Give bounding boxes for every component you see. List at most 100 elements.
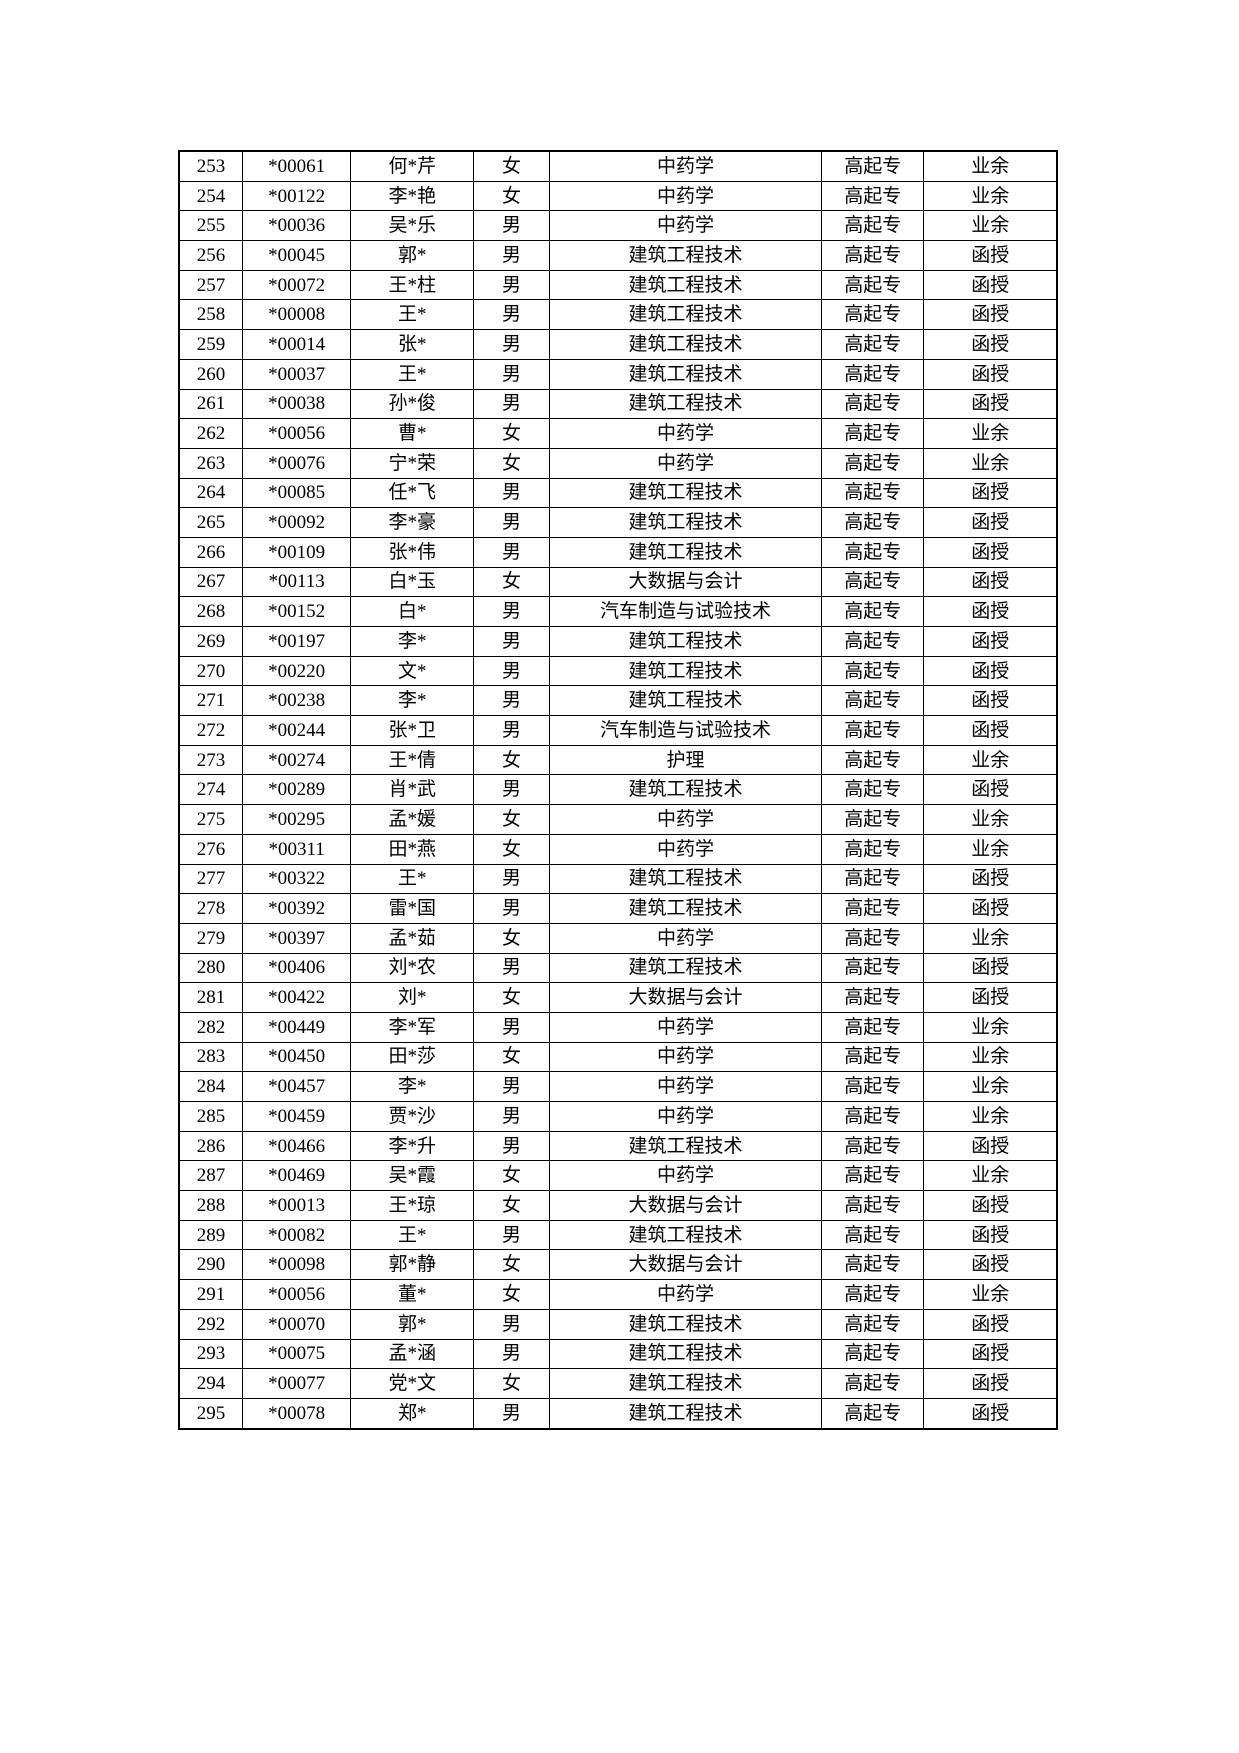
cell-major: 建筑工程技术 <box>548 1308 823 1340</box>
cell-education-level: 高起专 <box>821 952 925 984</box>
cell-education-level: 高起专 <box>821 1279 925 1310</box>
cell-serial-number: 261 <box>178 388 243 420</box>
cell-gender: 男 <box>473 655 550 687</box>
cell-education-level: 高起专 <box>821 507 925 538</box>
cell-candidate-id: *00109 <box>241 536 352 568</box>
cell-gender: 女 <box>473 180 550 212</box>
table-row: 294 *00077 党*文女建筑工程技术 高起专 函授 <box>178 1368 1058 1399</box>
cell-study-form: 函授 <box>923 1249 1058 1281</box>
cell-education-level: 高起专 <box>821 150 925 182</box>
cell-serial-number: 287 <box>178 1160 243 1192</box>
cell-education-level: 高起专 <box>821 180 925 212</box>
cell-serial-number: 254 <box>178 180 243 212</box>
cell-student-name: 王* <box>350 1219 475 1251</box>
cell-candidate-id: *00098 <box>241 1249 352 1281</box>
cell-candidate-id: *00061 <box>241 150 352 182</box>
cell-candidate-id: *00469 <box>241 1160 352 1192</box>
cell-serial-number: 267 <box>178 566 243 598</box>
table-row: 273 *00274 王*倩女护理 高起专 业余 <box>178 744 1058 776</box>
cell-major: 大数据与会计 <box>548 1190 823 1221</box>
cell-gender: 女 <box>473 150 550 182</box>
cell-candidate-id: *00406 <box>241 952 352 984</box>
cell-education-level: 高起专 <box>821 1071 925 1102</box>
table-row: 258 *00008 王* 男建筑工程技术 高起专 函授 <box>178 299 1058 331</box>
cell-education-level: 高起专 <box>821 299 925 331</box>
cell-major: 中药学 <box>548 1041 823 1073</box>
cell-serial-number: 277 <box>178 863 243 895</box>
cell-gender: 男 <box>473 1397 550 1430</box>
cell-gender: 男 <box>473 715 550 746</box>
cell-education-level: 高起专 <box>821 1368 925 1399</box>
cell-study-form: 业余 <box>923 418 1058 449</box>
cell-gender: 男 <box>473 388 550 420</box>
cell-gender: 男 <box>473 1338 550 1370</box>
cell-candidate-id: *00238 <box>241 685 352 717</box>
cell-study-form: 函授 <box>923 299 1058 331</box>
cell-education-level: 高起专 <box>821 893 925 924</box>
cell-study-form: 函授 <box>923 536 1058 568</box>
cell-education-level: 高起专 <box>821 1397 925 1430</box>
table-row: 281 *00422 刘* 女大数据与会计 高起专 函授 <box>178 982 1058 1013</box>
table-row: 267 *00113 白*玉女大数据与会计 高起专 函授 <box>178 566 1058 598</box>
cell-candidate-id: *00077 <box>241 1368 352 1399</box>
cell-student-name: 何*芹 <box>350 150 475 182</box>
cell-student-name: 张*伟 <box>350 536 475 568</box>
cell-education-level: 高起专 <box>821 774 925 806</box>
cell-major: 建筑工程技术 <box>548 507 823 538</box>
cell-gender: 男 <box>473 269 550 301</box>
cell-study-form: 函授 <box>923 507 1058 538</box>
cell-serial-number: 288 <box>178 1190 243 1221</box>
cell-education-level: 高起专 <box>821 715 925 746</box>
cell-major: 建筑工程技术 <box>548 1368 823 1399</box>
cell-gender: 女 <box>473 566 550 598</box>
table-row: 253 *00061 何*芹女中药学 高起专 业余 <box>178 150 1058 182</box>
cell-major: 建筑工程技术 <box>548 774 823 806</box>
cell-study-form: 函授 <box>923 685 1058 717</box>
cell-serial-number: 274 <box>178 774 243 806</box>
table-row: 262 *00056 曹* 女中药学 高起专 业余 <box>178 418 1058 449</box>
cell-serial-number: 271 <box>178 685 243 717</box>
cell-study-form: 业余 <box>923 1011 1058 1043</box>
cell-candidate-id: *00392 <box>241 893 352 924</box>
cell-education-level: 高起专 <box>821 1219 925 1251</box>
cell-student-name: 文* <box>350 655 475 687</box>
cell-gender: 女 <box>473 744 550 776</box>
cell-serial-number: 262 <box>178 418 243 449</box>
cell-candidate-id: *00311 <box>241 833 352 865</box>
cell-student-name: 李*升 <box>350 1130 475 1162</box>
cell-education-level: 高起专 <box>821 1041 925 1073</box>
cell-study-form: 函授 <box>923 358 1058 390</box>
cell-gender: 男 <box>473 536 550 568</box>
cell-student-name: 贾*沙 <box>350 1101 475 1132</box>
cell-gender: 女 <box>473 1249 550 1281</box>
cell-student-name: 任*飞 <box>350 477 475 509</box>
cell-major: 中药学 <box>548 1101 823 1132</box>
cell-study-form: 函授 <box>923 477 1058 509</box>
cell-student-name: 张* <box>350 329 475 360</box>
cell-student-name: 董* <box>350 1279 475 1310</box>
cell-candidate-id: *00082 <box>241 1219 352 1251</box>
table-row: 257 *00072 王*柱男建筑工程技术 高起专 函授 <box>178 269 1058 301</box>
cell-major: 建筑工程技术 <box>548 299 823 331</box>
cell-serial-number: 263 <box>178 447 243 479</box>
cell-gender: 男 <box>473 596 550 627</box>
cell-serial-number: 270 <box>178 655 243 687</box>
cell-major: 汽车制造与试验技术 <box>548 596 823 627</box>
cell-major: 中药学 <box>548 1160 823 1192</box>
cell-gender: 女 <box>473 1041 550 1073</box>
cell-student-name: 李*军 <box>350 1011 475 1043</box>
cell-student-name: 王* <box>350 299 475 331</box>
cell-study-form: 函授 <box>923 1130 1058 1162</box>
student-roster-table: 253 *00061 何*芹女中药学 高起专 业余 254 *00122 李*艳女中药学 高起专… <box>178 150 1058 1430</box>
cell-education-level: 高起专 <box>821 1308 925 1340</box>
cell-serial-number: 284 <box>178 1071 243 1102</box>
cell-education-level: 高起专 <box>821 240 925 271</box>
cell-education-level: 高起专 <box>821 1101 925 1132</box>
cell-candidate-id: *00075 <box>241 1338 352 1370</box>
cell-candidate-id: *00036 <box>241 210 352 242</box>
cell-education-level: 高起专 <box>821 655 925 687</box>
cell-education-level: 高起专 <box>821 358 925 390</box>
cell-candidate-id: *00122 <box>241 180 352 212</box>
cell-study-form: 函授 <box>923 269 1058 301</box>
